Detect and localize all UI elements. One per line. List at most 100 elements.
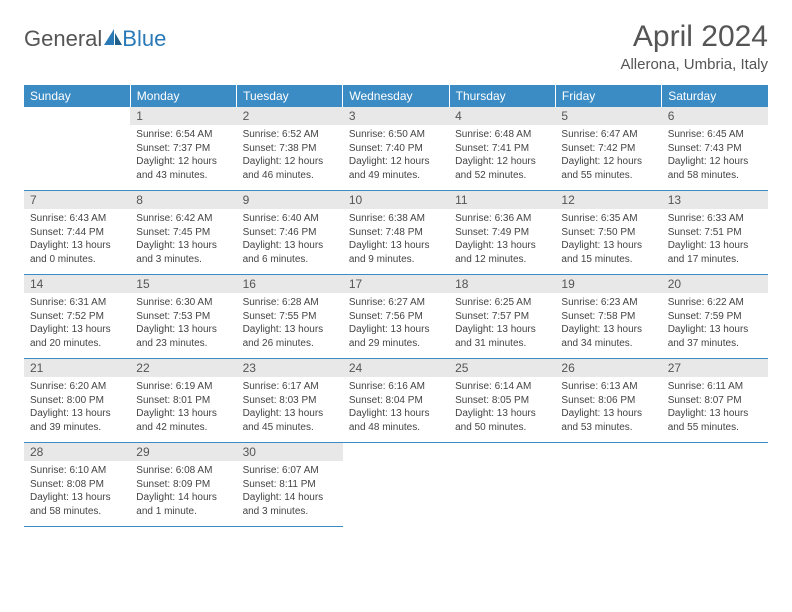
sunrise-text: Sunrise: 6:27 AM <box>349 296 443 310</box>
calendar-cell: 25Sunrise: 6:14 AMSunset: 8:05 PMDayligh… <box>449 359 555 443</box>
calendar-cell: 7Sunrise: 6:43 AMSunset: 7:44 PMDaylight… <box>24 191 130 275</box>
daylight-text: Daylight: 12 hours and 58 minutes. <box>668 155 762 182</box>
calendar-cell <box>449 443 555 527</box>
daylight-text: Daylight: 12 hours and 52 minutes. <box>455 155 549 182</box>
calendar-cell: 26Sunrise: 6:13 AMSunset: 8:06 PMDayligh… <box>555 359 661 443</box>
daylight-text: Daylight: 13 hours and 50 minutes. <box>455 407 549 434</box>
day-details: Sunrise: 6:52 AMSunset: 7:38 PMDaylight:… <box>237 125 343 190</box>
day-details: Sunrise: 6:42 AMSunset: 7:45 PMDaylight:… <box>130 209 236 274</box>
daylight-text: Daylight: 13 hours and 42 minutes. <box>136 407 230 434</box>
day-details: Sunrise: 6:45 AMSunset: 7:43 PMDaylight:… <box>662 125 768 190</box>
sunset-text: Sunset: 7:42 PM <box>561 142 655 156</box>
daylight-text: Daylight: 13 hours and 23 minutes. <box>136 323 230 350</box>
daylight-text: Daylight: 13 hours and 45 minutes. <box>243 407 337 434</box>
daylight-text: Daylight: 13 hours and 55 minutes. <box>668 407 762 434</box>
sunset-text: Sunset: 8:03 PM <box>243 394 337 408</box>
calendar-cell <box>555 443 661 527</box>
sunrise-text: Sunrise: 6:43 AM <box>30 212 124 226</box>
sunset-text: Sunset: 7:41 PM <box>455 142 549 156</box>
location-label: Allerona, Umbria, Italy <box>620 56 768 73</box>
day-number: 27 <box>662 359 768 377</box>
weekday-header: Monday <box>130 85 236 107</box>
page-header: General Blue April 2024 Allerona, Umbria… <box>24 20 768 73</box>
calendar-cell: 16Sunrise: 6:28 AMSunset: 7:55 PMDayligh… <box>237 275 343 359</box>
daylight-text: Daylight: 13 hours and 58 minutes. <box>30 491 124 518</box>
day-number: 29 <box>130 443 236 461</box>
day-number: 24 <box>343 359 449 377</box>
day-details: Sunrise: 6:13 AMSunset: 8:06 PMDaylight:… <box>555 377 661 442</box>
daylight-text: Daylight: 12 hours and 49 minutes. <box>349 155 443 182</box>
day-number: 10 <box>343 191 449 209</box>
day-number: 17 <box>343 275 449 293</box>
calendar-cell: 9Sunrise: 6:40 AMSunset: 7:46 PMDaylight… <box>237 191 343 275</box>
day-details: Sunrise: 6:38 AMSunset: 7:48 PMDaylight:… <box>343 209 449 274</box>
calendar-cell: 17Sunrise: 6:27 AMSunset: 7:56 PMDayligh… <box>343 275 449 359</box>
calendar-cell: 8Sunrise: 6:42 AMSunset: 7:45 PMDaylight… <box>130 191 236 275</box>
daylight-text: Daylight: 13 hours and 26 minutes. <box>243 323 337 350</box>
calendar-row: 14Sunrise: 6:31 AMSunset: 7:52 PMDayligh… <box>24 275 768 359</box>
day-number: 25 <box>449 359 555 377</box>
day-details: Sunrise: 6:10 AMSunset: 8:08 PMDaylight:… <box>24 461 130 526</box>
sunset-text: Sunset: 7:45 PM <box>136 226 230 240</box>
sunset-text: Sunset: 7:49 PM <box>455 226 549 240</box>
weekday-header: Saturday <box>662 85 768 107</box>
daylight-text: Daylight: 13 hours and 48 minutes. <box>349 407 443 434</box>
daylight-text: Daylight: 13 hours and 15 minutes. <box>561 239 655 266</box>
calendar-cell: 1Sunrise: 6:54 AMSunset: 7:37 PMDaylight… <box>130 107 236 191</box>
calendar-cell: 23Sunrise: 6:17 AMSunset: 8:03 PMDayligh… <box>237 359 343 443</box>
calendar-cell: 14Sunrise: 6:31 AMSunset: 7:52 PMDayligh… <box>24 275 130 359</box>
sunset-text: Sunset: 7:46 PM <box>243 226 337 240</box>
sunrise-text: Sunrise: 6:40 AM <box>243 212 337 226</box>
day-number: 11 <box>449 191 555 209</box>
day-number: 12 <box>555 191 661 209</box>
calendar-body: 1Sunrise: 6:54 AMSunset: 7:37 PMDaylight… <box>24 107 768 527</box>
day-number: 22 <box>130 359 236 377</box>
sunset-text: Sunset: 8:07 PM <box>668 394 762 408</box>
daylight-text: Daylight: 13 hours and 39 minutes. <box>30 407 124 434</box>
calendar-row: 28Sunrise: 6:10 AMSunset: 8:08 PMDayligh… <box>24 443 768 527</box>
sunrise-text: Sunrise: 6:48 AM <box>455 128 549 142</box>
day-number: 16 <box>237 275 343 293</box>
calendar-cell: 11Sunrise: 6:36 AMSunset: 7:49 PMDayligh… <box>449 191 555 275</box>
sunrise-text: Sunrise: 6:25 AM <box>455 296 549 310</box>
calendar-page: General Blue April 2024 Allerona, Umbria… <box>0 0 792 547</box>
sunrise-text: Sunrise: 6:08 AM <box>136 464 230 478</box>
daylight-text: Daylight: 13 hours and 34 minutes. <box>561 323 655 350</box>
day-details: Sunrise: 6:50 AMSunset: 7:40 PMDaylight:… <box>343 125 449 190</box>
calendar-table: Sunday Monday Tuesday Wednesday Thursday… <box>24 85 768 527</box>
calendar-row: 1Sunrise: 6:54 AMSunset: 7:37 PMDaylight… <box>24 107 768 191</box>
calendar-cell: 20Sunrise: 6:22 AMSunset: 7:59 PMDayligh… <box>662 275 768 359</box>
sunrise-text: Sunrise: 6:38 AM <box>349 212 443 226</box>
sunrise-text: Sunrise: 6:47 AM <box>561 128 655 142</box>
daylight-text: Daylight: 13 hours and 29 minutes. <box>349 323 443 350</box>
day-details: Sunrise: 6:28 AMSunset: 7:55 PMDaylight:… <box>237 293 343 358</box>
sunrise-text: Sunrise: 6:50 AM <box>349 128 443 142</box>
sunrise-text: Sunrise: 6:52 AM <box>243 128 337 142</box>
sunset-text: Sunset: 7:37 PM <box>136 142 230 156</box>
sunrise-text: Sunrise: 6:20 AM <box>30 380 124 394</box>
sunset-text: Sunset: 8:11 PM <box>243 478 337 492</box>
day-number: 7 <box>24 191 130 209</box>
sunset-text: Sunset: 7:38 PM <box>243 142 337 156</box>
day-details: Sunrise: 6:19 AMSunset: 8:01 PMDaylight:… <box>130 377 236 442</box>
daylight-text: Daylight: 12 hours and 46 minutes. <box>243 155 337 182</box>
calendar-cell: 10Sunrise: 6:38 AMSunset: 7:48 PMDayligh… <box>343 191 449 275</box>
day-details: Sunrise: 6:47 AMSunset: 7:42 PMDaylight:… <box>555 125 661 190</box>
calendar-cell <box>24 107 130 191</box>
calendar-cell: 24Sunrise: 6:16 AMSunset: 8:04 PMDayligh… <box>343 359 449 443</box>
calendar-cell: 2Sunrise: 6:52 AMSunset: 7:38 PMDaylight… <box>237 107 343 191</box>
day-details: Sunrise: 6:16 AMSunset: 8:04 PMDaylight:… <box>343 377 449 442</box>
sunrise-text: Sunrise: 6:16 AM <box>349 380 443 394</box>
sunrise-text: Sunrise: 6:07 AM <box>243 464 337 478</box>
calendar-cell: 6Sunrise: 6:45 AMSunset: 7:43 PMDaylight… <box>662 107 768 191</box>
sunset-text: Sunset: 7:58 PM <box>561 310 655 324</box>
calendar-cell: 12Sunrise: 6:35 AMSunset: 7:50 PMDayligh… <box>555 191 661 275</box>
day-number: 26 <box>555 359 661 377</box>
day-number: 21 <box>24 359 130 377</box>
calendar-cell: 3Sunrise: 6:50 AMSunset: 7:40 PMDaylight… <box>343 107 449 191</box>
daylight-text: Daylight: 13 hours and 0 minutes. <box>30 239 124 266</box>
daylight-text: Daylight: 13 hours and 37 minutes. <box>668 323 762 350</box>
daylight-text: Daylight: 13 hours and 12 minutes. <box>455 239 549 266</box>
sunrise-text: Sunrise: 6:23 AM <box>561 296 655 310</box>
calendar-cell: 28Sunrise: 6:10 AMSunset: 8:08 PMDayligh… <box>24 443 130 527</box>
